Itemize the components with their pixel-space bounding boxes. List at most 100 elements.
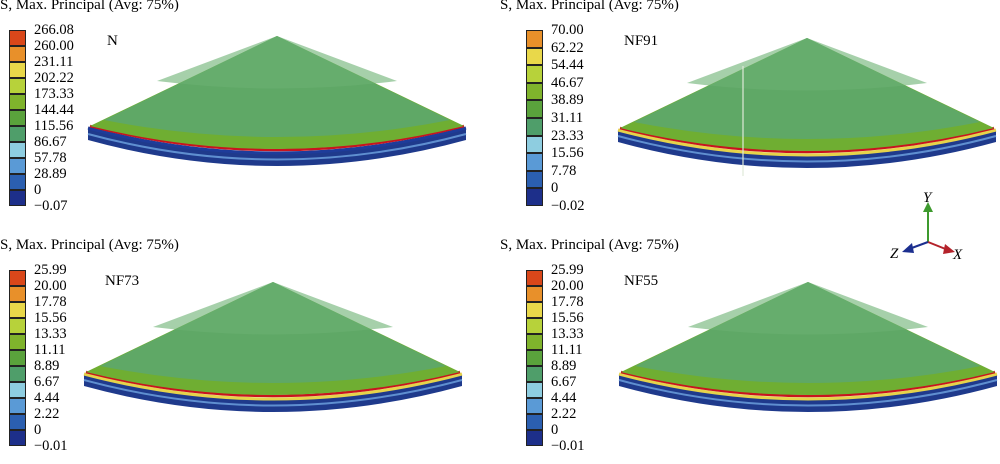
legend-swatch	[526, 153, 543, 171]
legend-tick-label: 115.56	[34, 118, 74, 134]
legend-tick-label: 8.89	[551, 358, 577, 374]
legend-swatch	[526, 118, 543, 136]
legend-tick-label: 57.78	[34, 150, 67, 166]
legend-tick-label: 54.44	[551, 57, 584, 74]
model-sector	[618, 282, 998, 412]
legend-swatch	[526, 318, 543, 334]
base-side	[88, 128, 466, 166]
base-highlight	[618, 379, 998, 407]
legend-tick-label: 2.22	[34, 406, 60, 422]
legend-swatch	[9, 414, 26, 430]
legend-swatch	[526, 302, 543, 318]
legend-swatch	[9, 366, 26, 382]
model-name: NF91	[624, 33, 659, 49]
legend-tick-label: 17.78	[551, 294, 584, 310]
legend-swatch	[526, 334, 543, 350]
legend-tick-label: 4.44	[34, 390, 60, 406]
model-sector	[617, 38, 997, 176]
legend-swatch	[9, 190, 26, 206]
panel-nf55: S, Max. Principal (Avg: 75%) 25.99 20.00 1…	[500, 237, 1000, 464]
legend-tick-label: 15.56	[34, 310, 67, 326]
legend-swatch	[9, 110, 26, 126]
legend-tick-label: 28.89	[34, 166, 67, 182]
legend-swatch	[9, 302, 26, 318]
legend-swatch	[9, 62, 26, 78]
model-sector	[83, 282, 463, 412]
y-axis-label: Y	[923, 190, 932, 206]
top-highlight	[153, 282, 393, 335]
rim-edge-line	[83, 372, 463, 401]
legend-swatch	[526, 100, 543, 118]
base-side	[619, 374, 997, 412]
legend-swatch	[526, 135, 543, 154]
legend-tick-label: 86.67	[34, 134, 67, 150]
top-highlight	[157, 36, 397, 89]
legend-tick-label: 20.00	[34, 278, 67, 294]
panel-title: S, Max. Principal (Avg: 75%)	[0, 0, 179, 13]
z-arrowhead	[902, 243, 914, 253]
legend-tick-label: 7.78	[551, 162, 577, 179]
legend-tick-label: 13.33	[34, 326, 67, 342]
rim-red-band	[85, 370, 461, 398]
legend-swatch	[9, 158, 26, 174]
legend-swatch	[9, 142, 26, 158]
base-highlight	[87, 133, 467, 161]
legend-swatch	[526, 82, 543, 101]
model-sector	[87, 36, 467, 166]
legend-tick-label: 4.44	[551, 390, 577, 406]
legend-swatch	[526, 270, 543, 286]
legend-swatch	[9, 30, 26, 46]
legend-swatch	[526, 414, 543, 430]
legend-swatch	[526, 170, 543, 189]
top-highlight	[688, 282, 928, 335]
legend-tick-label: 260.00	[34, 38, 74, 54]
model-name: N	[107, 33, 118, 49]
legend-swatch	[526, 350, 543, 366]
panel-n: S, Max. Principal (Avg: 75%) 266.08 260.0…	[0, 0, 500, 224]
base-highlight	[83, 379, 463, 407]
legend-tick-label: −0.07	[34, 198, 68, 214]
legend-swatch	[9, 286, 26, 302]
legend-tick-label: 17.78	[34, 294, 67, 310]
legend-swatch	[526, 65, 543, 83]
model-name: NF55	[624, 273, 659, 289]
legend-swatch	[9, 398, 26, 414]
legend-tick-label: 20.00	[551, 278, 584, 294]
legend-tick-label: 46.67	[551, 74, 584, 91]
legend-tick-label: 202.22	[34, 70, 74, 86]
legend-tick-label: 13.33	[551, 326, 584, 342]
legend-swatch	[526, 430, 543, 446]
legend-tick-label: 11.11	[34, 342, 66, 358]
legend-swatch	[9, 430, 26, 446]
legend-tick-label: 23.33	[551, 127, 584, 144]
legend-swatch	[9, 78, 26, 94]
rim-edge-line	[87, 126, 467, 155]
legend-swatch	[526, 30, 543, 48]
legend-swatch	[9, 46, 26, 62]
legend-tick-label: 0	[551, 180, 559, 197]
x-arrowhead	[943, 244, 955, 254]
legend-tick-label: 62.22	[551, 39, 584, 56]
rim-red-band	[619, 126, 995, 154]
legend-tick-label: 31.11	[551, 110, 584, 126]
legend-swatch	[9, 382, 26, 398]
legend-tick-label: 2.22	[551, 406, 577, 422]
legend-tick-label: 0	[34, 182, 42, 198]
top-highlight	[687, 38, 927, 91]
rim-edge-line	[617, 128, 997, 157]
legend-swatch	[526, 366, 543, 382]
legend-swatch	[526, 382, 543, 398]
legend-swatch	[9, 126, 26, 142]
legend-swatch	[9, 174, 26, 190]
legend-swatch	[526, 47, 543, 66]
legend-tick-label: 0	[34, 422, 42, 438]
coordinate-triad: Y Z X	[885, 190, 965, 270]
legend-tick-label: 6.67	[34, 374, 60, 390]
base-side	[84, 374, 462, 412]
legend-tick-label: 8.89	[34, 358, 60, 374]
panel-title: S, Max. Principal (Avg: 75%)	[0, 237, 179, 253]
legend-swatch	[9, 318, 26, 334]
triad-arrows	[902, 202, 955, 254]
legend-tick-label: 11.11	[551, 342, 583, 358]
base-side	[618, 130, 996, 168]
